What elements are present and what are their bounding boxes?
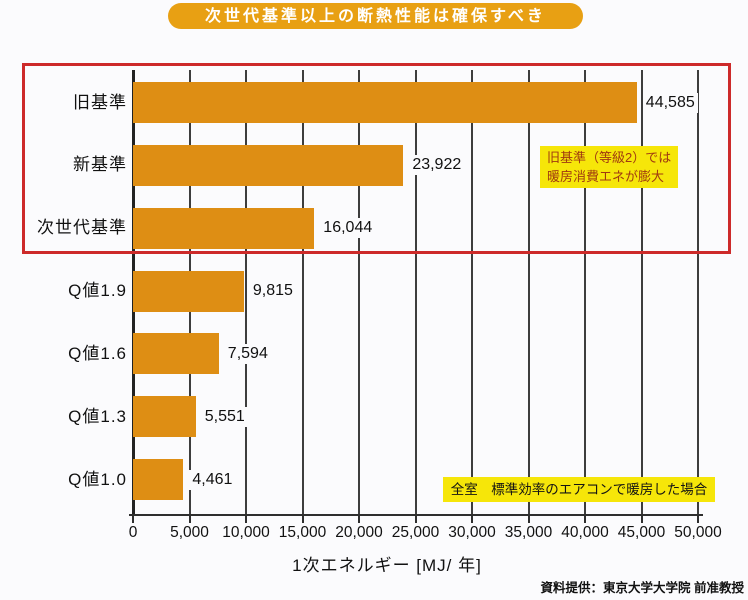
value-label-Q値1.3: 5,551 bbox=[201, 406, 248, 427]
x-axis-line bbox=[129, 514, 703, 516]
axis-tick-15000 bbox=[301, 515, 304, 523]
axis-tick-10000 bbox=[245, 515, 247, 523]
bar-Q値1.3 bbox=[133, 396, 196, 438]
credit-text: 資料提供：東京大学大学院 前准教授 bbox=[540, 581, 744, 595]
bar-旧基準 bbox=[133, 82, 637, 123]
x-axis-label: 1次エネルギー [MJ/ 年] bbox=[292, 556, 482, 575]
gridline-15000 bbox=[301, 70, 304, 515]
x-tick-label-30000: 30,000 bbox=[448, 524, 496, 541]
gridline-40000 bbox=[584, 70, 586, 515]
x-tick-label-25000: 25,000 bbox=[391, 524, 440, 541]
axis-tick-50000 bbox=[697, 515, 699, 523]
gridline-10000 bbox=[245, 70, 247, 515]
x-tick-label-0: 0 bbox=[128, 524, 138, 541]
axis-tick-20000 bbox=[358, 515, 360, 523]
gridline-20000 bbox=[358, 70, 360, 515]
category-label-Q値1.3: Q値1.3 bbox=[68, 406, 127, 426]
x-tick-label-10000: 10,000 bbox=[222, 524, 270, 541]
category-label-旧基準: 旧基準 bbox=[73, 92, 127, 112]
bar-次世代基準 bbox=[133, 207, 315, 249]
gridline-35000 bbox=[527, 70, 530, 515]
bar-新基準 bbox=[133, 144, 404, 186]
x-tick-label-50000: 50,000 bbox=[674, 524, 722, 541]
value-label-新基準: 23,922 bbox=[409, 155, 465, 176]
value-label-次世代基準: 16,044 bbox=[320, 218, 376, 239]
axis-tick-5000 bbox=[188, 515, 191, 523]
gridline-25000 bbox=[414, 70, 417, 515]
highlight-note-line1: 旧基準（等級2）では bbox=[547, 150, 672, 165]
bar-Q値1.0 bbox=[133, 459, 184, 501]
x-tick-label-45000: 45,000 bbox=[617, 524, 666, 541]
axis-tick-35000 bbox=[527, 515, 530, 523]
gridline-30000 bbox=[471, 70, 473, 515]
x-tick-label-20000: 20,000 bbox=[335, 524, 383, 541]
highlight-note: 旧基準（等級2）では 暖房消費エネが膨大 bbox=[540, 146, 679, 188]
highlight-frame bbox=[22, 63, 731, 254]
x-tick-label-5000: 5,000 bbox=[170, 524, 209, 541]
gridline-50000 bbox=[697, 70, 699, 515]
bar-Q値1.9 bbox=[133, 270, 244, 312]
x-tick-label-15000: 15,000 bbox=[278, 524, 327, 541]
axis-tick-30000 bbox=[471, 515, 473, 523]
axis-tick-0 bbox=[132, 515, 134, 523]
category-label-新基準: 新基準 bbox=[73, 155, 127, 175]
highlight-note-line2: 暖房消費エネが膨大 bbox=[547, 169, 665, 184]
chart-title-banner: 次世代基準以上の断熱性能は確保すべき bbox=[168, 3, 583, 29]
x-tick-label-35000: 35,000 bbox=[504, 524, 553, 541]
axis-tick-25000 bbox=[414, 515, 417, 523]
value-label-Q値1.9: 9,815 bbox=[249, 281, 296, 302]
condition-note: 全室 標準効率のエアコンで暖房した場合 bbox=[443, 477, 715, 502]
bar-Q値1.6 bbox=[133, 333, 219, 375]
axis-tick-40000 bbox=[584, 515, 586, 523]
value-label-Q値1.6: 7,594 bbox=[224, 343, 271, 364]
category-label-Q値1.0: Q値1.0 bbox=[68, 469, 127, 489]
value-label-旧基準: 44,585 bbox=[642, 92, 698, 113]
axis-tick-45000 bbox=[640, 515, 643, 523]
category-label-Q値1.9: Q値1.9 bbox=[68, 281, 127, 301]
x-tick-label-40000: 40,000 bbox=[561, 524, 609, 541]
value-label-Q値1.0: 4,461 bbox=[189, 469, 236, 490]
gridline-45000 bbox=[640, 70, 643, 515]
category-label-次世代基準: 次世代基準 bbox=[37, 218, 127, 238]
category-label-Q値1.6: Q値1.6 bbox=[68, 343, 127, 363]
